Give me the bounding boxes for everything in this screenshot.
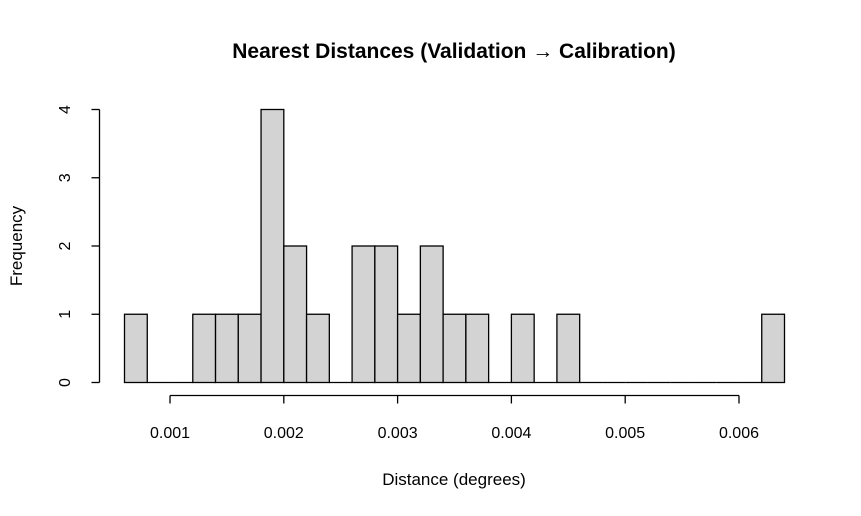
x-axis: 0.001 0.002 0.003 0.004 0.005 0.006 (150, 394, 759, 442)
histogram-bar (260, 108, 285, 384)
histogram-bar (192, 313, 217, 384)
histogram-bar (442, 313, 467, 384)
x-tick-label: 0.003 (378, 425, 418, 442)
y-axis-label: Frequency (7, 205, 26, 286)
x-axis-label: Distance (degrees) (382, 470, 526, 489)
x-tick-label: 0.005 (605, 425, 645, 442)
histogram-bar (283, 245, 308, 384)
histogram-bar (351, 245, 376, 384)
histogram-bar (237, 313, 262, 384)
x-tick-label: 0.002 (264, 425, 304, 442)
histogram-bar (374, 245, 399, 384)
histogram-bar (396, 313, 422, 384)
histogram-bar (214, 313, 239, 384)
y-axis: 0 1 2 3 4 (57, 105, 101, 387)
chart-title: Nearest Distances (Validation → Calibrat… (232, 40, 675, 63)
x-tick-label: 0.001 (150, 425, 190, 442)
y-tick-label: 1 (57, 310, 74, 319)
y-tick-label: 0 (57, 378, 74, 387)
y-tick-label: 3 (57, 173, 74, 182)
histogram-bar (123, 313, 148, 384)
histogram-bar (465, 313, 490, 384)
x-tick-label: 0.006 (719, 425, 759, 442)
histogram-bar (419, 245, 444, 384)
histogram-bar (305, 313, 330, 384)
y-tick-label: 2 (57, 241, 74, 250)
histogram-bar (510, 313, 535, 384)
histogram-bar (761, 313, 786, 384)
histogram-bar (556, 313, 581, 384)
x-tick-label: 0.004 (491, 425, 531, 442)
bars-group (123, 108, 786, 384)
y-tick-label: 4 (57, 105, 74, 114)
